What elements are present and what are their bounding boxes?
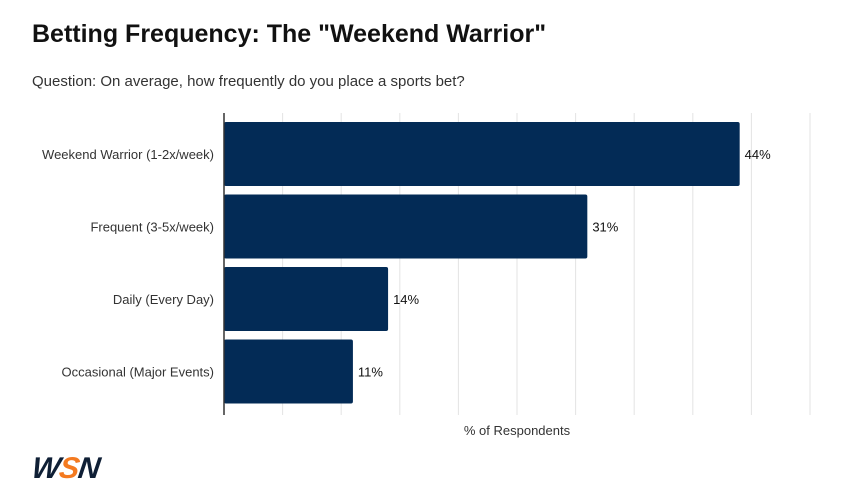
category-label: Weekend Warrior (1-2x/week) (42, 147, 214, 162)
category-label: Frequent (3-5x/week) (90, 220, 214, 235)
data-label: 44% (745, 147, 771, 162)
bar (224, 122, 740, 186)
bar (224, 267, 389, 331)
data-label: 31% (592, 220, 618, 235)
bar (224, 194, 588, 259)
category-label: Daily (Every Day) (113, 292, 214, 307)
data-label: 11% (358, 365, 383, 380)
bar (224, 339, 353, 404)
category-label: Occasional (Major Events) (62, 365, 214, 380)
x-axis-label: % of Respondents (464, 423, 571, 438)
data-label: 14% (393, 292, 419, 307)
chart-subtitle: Question: On average, how frequently do … (32, 73, 465, 90)
chart-title: Betting Frequency: The "Weekend Warrior" (32, 20, 547, 48)
wsn-logo: WSN (29, 452, 102, 485)
